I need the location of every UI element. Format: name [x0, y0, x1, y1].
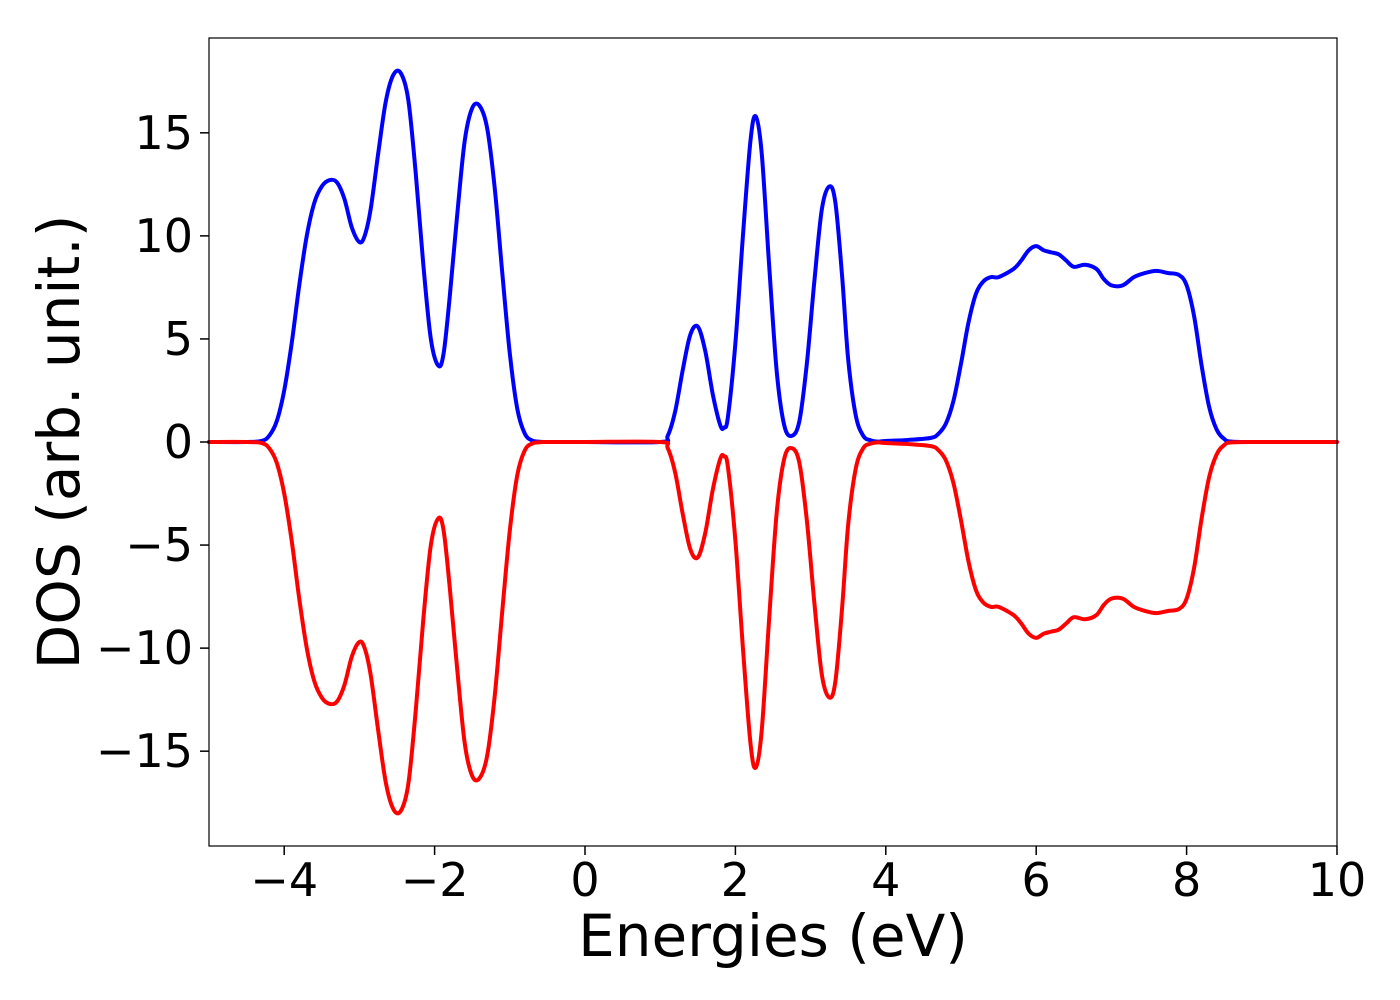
series-layer: [207, 68, 1339, 816]
y-tick-label: 10: [134, 209, 193, 263]
dos-line-2: [207, 439, 1339, 816]
x-tick-label: 8: [1172, 853, 1201, 907]
x-axis-ticks: −4 −2 0 2 4 6 8 10: [250, 846, 1366, 907]
x-tick-label: −4: [250, 853, 318, 907]
y-tick-label: −10: [96, 621, 193, 675]
x-tick-label: 4: [871, 853, 900, 907]
x-tick-label: 10: [1308, 853, 1367, 907]
x-axis-title: Energies (eV): [578, 902, 968, 970]
y-tick-label: −5: [125, 518, 193, 572]
y-axis-ticks: −15 −10 −5 0 5 10 15: [96, 106, 209, 778]
y-tick-label: 5: [164, 312, 193, 366]
y-tick-label: −15: [96, 724, 193, 778]
x-tick-label: −2: [401, 853, 469, 907]
x-tick-label: 6: [1022, 853, 1051, 907]
y-axis-title: DOS (arb. unit.): [25, 215, 93, 670]
y-tick-label: 0: [164, 415, 193, 469]
dos-line-1: [207, 68, 1339, 445]
y-tick-label: 15: [134, 106, 193, 160]
x-tick-label: 0: [570, 853, 599, 907]
x-tick-label: 2: [721, 853, 750, 907]
